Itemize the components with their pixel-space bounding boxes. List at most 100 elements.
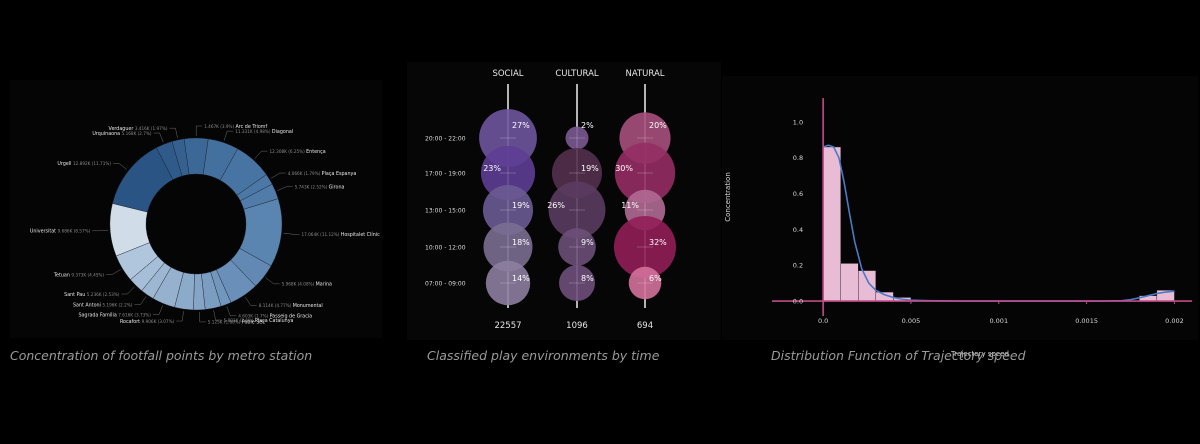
y-tick-label: 0.0 xyxy=(793,298,803,306)
donut-slice-label: Sant Antoni 5.196K (2.2%) xyxy=(73,303,133,309)
bubble-percent-label: 6% xyxy=(649,274,662,283)
donut-leader-line xyxy=(134,296,147,305)
row-time-label: 10:00 - 12:00 xyxy=(425,245,466,252)
donut-leader-line xyxy=(199,311,206,323)
donut-slice-label: 11.331K (4.98%) Diagonal xyxy=(235,129,293,135)
donut-leader-line xyxy=(169,127,178,139)
bubble xyxy=(614,142,676,204)
bubble xyxy=(558,264,596,302)
bubble xyxy=(558,228,596,266)
donut-slice-label: Rocafort 9.906K (3.07%) xyxy=(120,319,175,325)
y-axis-label: Concentration xyxy=(724,172,732,222)
y-tick-label: 0.8 xyxy=(793,154,803,162)
bubble-chart: SOCIAL 22557 CULTURAL 1096 NATURAL 694 20:00 -… xyxy=(425,69,677,331)
bubble xyxy=(565,126,589,150)
donut-slice-label: 17.064K (11.12%) Hospitalet Clínic xyxy=(301,231,380,238)
distribution-chart: 0.0 0.2 0.4 0.6 0.8 1.0 0.0 0.005 0.001 0.0015 0.0… xyxy=(724,98,1192,358)
row-time-label: 17:00 - 19:00 xyxy=(425,171,466,178)
dist-caption: Distribution Function of Trajectory spee… xyxy=(771,348,1026,363)
bubble xyxy=(485,260,531,306)
bubble-percent-label: 20% xyxy=(649,121,667,130)
y-tick-label: 0.2 xyxy=(793,262,803,270)
histogram-bar xyxy=(840,263,859,302)
bubble xyxy=(628,266,662,300)
donut-leader-line xyxy=(244,296,257,306)
x-tick-label: 0.002 xyxy=(1165,317,1184,325)
donut-slice-label: Universitat 9.686K (8.57%) xyxy=(30,229,91,235)
row-time-label: 13:00 - 15:00 xyxy=(425,208,466,215)
donut-leader-line xyxy=(277,186,293,191)
bubble xyxy=(613,215,677,279)
donut-slice-label: Sagrada Família 7.616K (3.73%) xyxy=(78,312,151,319)
bubble-percent-label: 14% xyxy=(512,274,530,283)
donut-slice-label: Verdaguer 3.416K (1.97%) xyxy=(109,126,168,132)
x-tick-label: 0.0 xyxy=(818,317,828,325)
x-axis-label: Trajectory speed xyxy=(950,350,1009,358)
column-total: 694 xyxy=(637,321,653,331)
column-total: 1096 xyxy=(566,321,588,331)
donut-leader-line xyxy=(265,277,280,285)
donut-leader-line xyxy=(106,269,121,275)
column-header: NATURAL xyxy=(625,69,664,79)
distribution-chart-panel: 0.0 0.2 0.4 0.6 0.8 1.0 0.0 0.005 0.001 0.0015 0.0… xyxy=(722,76,1198,358)
donut-caption: Concentration of footfall points by metr… xyxy=(10,348,313,363)
bubble-percent-label: 11% xyxy=(621,201,639,210)
y-tick-label: 0.4 xyxy=(793,226,803,234)
donut-leader-line xyxy=(226,306,237,317)
bubble-percent-label: 26% xyxy=(547,201,565,210)
donut-leader-line xyxy=(92,229,109,232)
bubble-percent-label: 23% xyxy=(483,164,501,173)
donut-slice-label: 5.743K (2.52%) Girona xyxy=(295,185,345,191)
donut-slice-label: 5.125K (1.88%) Poble Sec xyxy=(208,320,265,326)
donut-leader-line xyxy=(153,132,164,143)
x-tick-label: 0.005 xyxy=(902,317,921,325)
donut-slice-label: Urgell 12.892K (11.71%) xyxy=(57,161,111,167)
bubble-percent-label: 8% xyxy=(581,274,594,283)
donut-slice-label: 8.114K (4.77%) Monumental xyxy=(259,303,323,309)
donut-slice-label: 5.803K (2.6%) Plaça Catalunya xyxy=(224,318,294,324)
bubble-percent-label: 2% xyxy=(581,121,594,130)
x-tick-label: 0.0015 xyxy=(1075,317,1098,325)
density-curve xyxy=(822,144,1175,302)
donut-leader-line xyxy=(195,125,203,137)
column-header: CULTURAL xyxy=(555,69,599,79)
donut-slice-label: 5.968K (4.08%) Marina xyxy=(282,282,332,288)
donut-leader-line xyxy=(176,311,184,322)
bubble-percent-label: 32% xyxy=(649,238,667,247)
column-total: 22557 xyxy=(494,321,521,331)
donut-slice-label: Sant Pau 5.236K (2.53%) xyxy=(64,292,120,298)
donut-leader-line xyxy=(213,310,222,321)
donut-leader-line xyxy=(254,150,268,159)
histogram-bar xyxy=(858,270,877,302)
donut-leader-line xyxy=(283,232,300,235)
row-time-label: 07:00 - 09:00 xyxy=(425,281,466,288)
donut-leader-line xyxy=(112,163,128,170)
donut-leader-line xyxy=(121,286,135,295)
donut-leader-line xyxy=(271,172,286,179)
y-tick-label: 1.0 xyxy=(793,118,803,126)
x-tick-label: 0.001 xyxy=(989,317,1008,325)
bubble xyxy=(482,184,534,236)
column-header: SOCIAL xyxy=(492,69,523,79)
donut-slice-label: 1.467K (3.9%) Arc de Triomf xyxy=(204,124,267,130)
donut-slice-label: Tetuan 9.373K (4.45%) xyxy=(53,272,105,278)
donut-leader-line xyxy=(152,305,163,315)
bubble-percent-label: 30% xyxy=(615,164,633,173)
bubble xyxy=(548,181,606,239)
bubble xyxy=(483,222,533,272)
bubble-percent-label: 27% xyxy=(512,121,530,130)
bubble-caption: Classified play environments by time xyxy=(427,348,660,363)
donut-slice-label: Urquinaona 5.168K (2.7%) xyxy=(92,131,152,137)
bubble-percent-label: 19% xyxy=(512,201,530,210)
bubble xyxy=(480,145,536,201)
donut-slice-label: 12.308K (6.25%) Entença xyxy=(270,149,326,155)
row-time-label: 20:00 - 22:00 xyxy=(425,136,466,143)
donut-slice-label: 4.603K (1.7%) Passeig de Gracia xyxy=(238,314,312,320)
bubble-percent-label: 18% xyxy=(512,238,530,247)
bubble-chart-panel: SOCIAL 22557 CULTURAL 1096 NATURAL 694 20:00 -… xyxy=(407,62,721,340)
donut-slice-label: 4.066K (1.79%) Plaça Espanya xyxy=(288,171,357,177)
donut-chart-panel: 1.467K (3.9%) Arc de Triomf 11.331K (4.98… xyxy=(10,80,382,338)
donut-slice xyxy=(171,138,190,177)
bubble-percent-label: 9% xyxy=(581,238,594,247)
